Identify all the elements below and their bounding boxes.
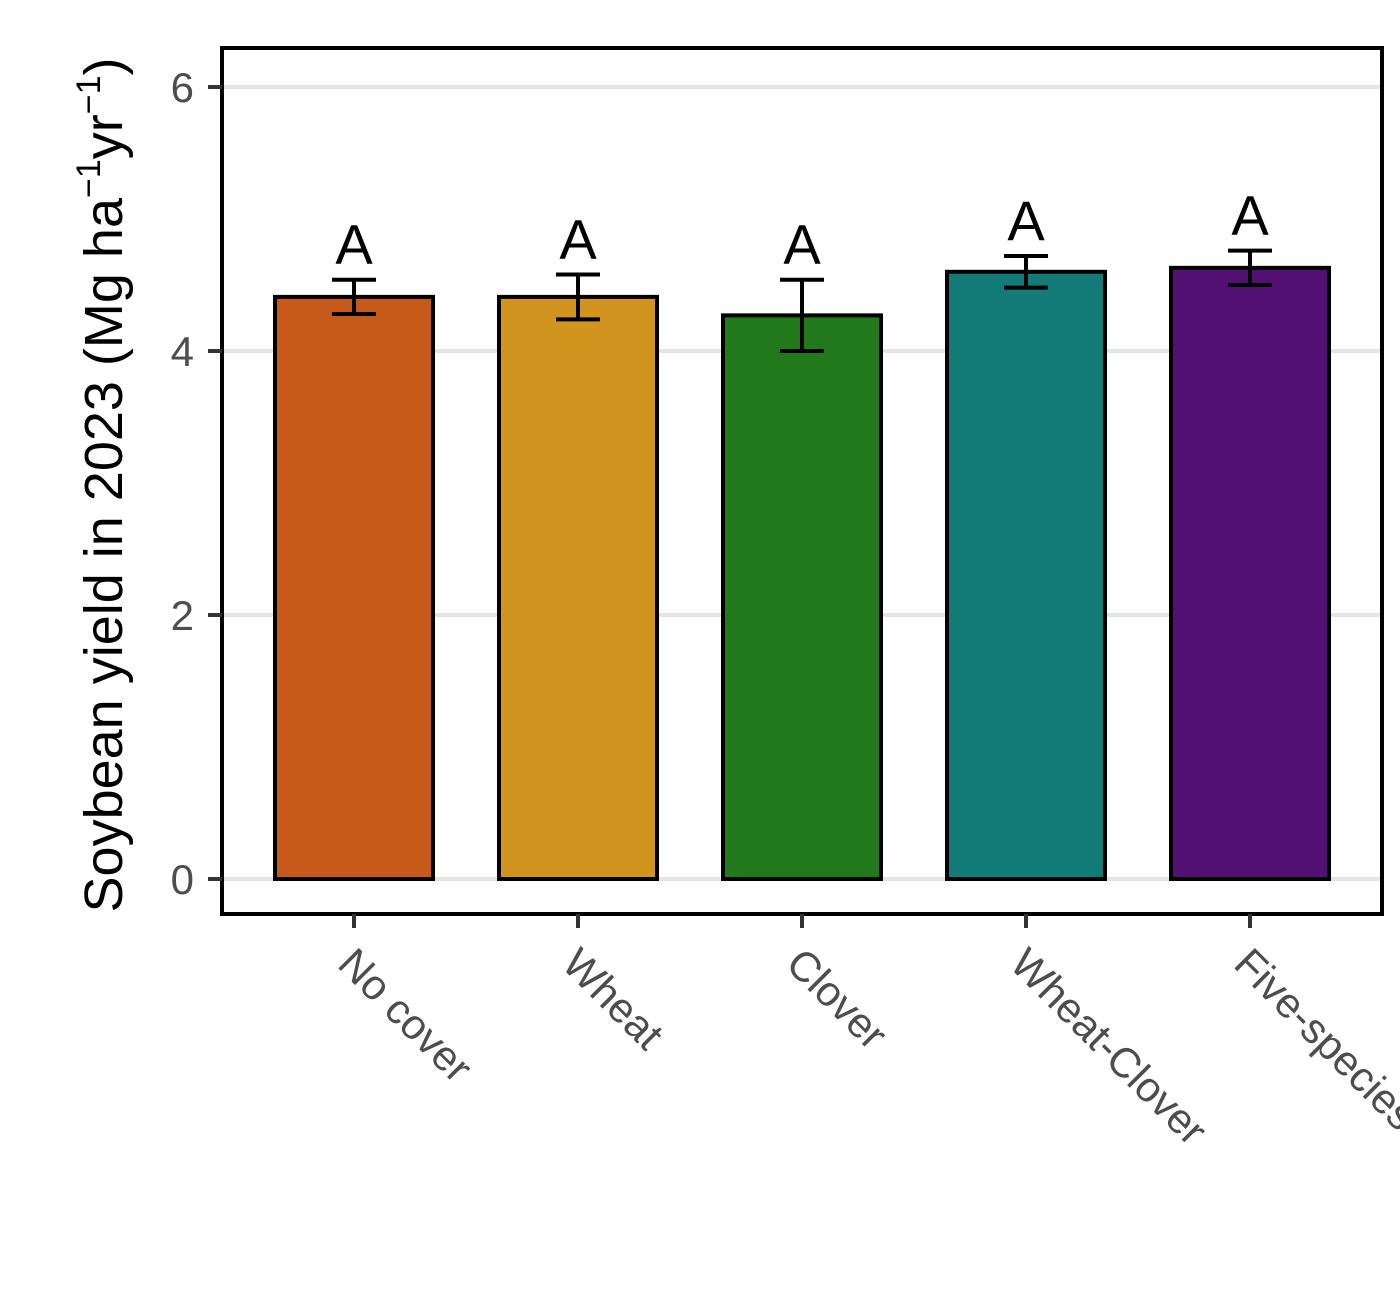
y-axis-title-prefix: Soybean yield in 2023 (Mg ha [74, 197, 134, 912]
y-axis-title-sup1: −1 [70, 159, 108, 198]
y-axis-title: Soybean yield in 2023 (Mg ha−1yr−1) [70, 58, 134, 913]
significance-letter-five-species-mix: A [1231, 184, 1269, 247]
x-axis-labels: No cover Wheat Clover Wheat-Clover Five-spec… [330, 914, 1400, 1194]
y-tick-label-4: 4 [171, 328, 194, 375]
y-axis-ticks: 0 2 4 6 [171, 64, 222, 903]
bar-no-cover [273, 294, 435, 881]
error-bars [332, 248, 1272, 353]
error-bar-wheat-clover [1004, 253, 1048, 290]
bars [273, 265, 1331, 881]
bar-clover [721, 313, 883, 881]
bar-five-species-mix [1169, 265, 1331, 881]
y-tick-label-2: 2 [171, 592, 194, 639]
y-axis-title-sup2: −1 [70, 75, 108, 114]
x-tick-label-clover: Clover [778, 939, 897, 1058]
y-tick-label-6: 6 [171, 64, 194, 111]
x-tick-label-five-species-mix: Five-species mix [1226, 939, 1400, 1193]
error-bar-wheat [556, 272, 600, 322]
bar-wheat-clover [945, 269, 1107, 881]
y-axis-title-mid: yr [74, 114, 134, 159]
x-tick-label-no-cover: No cover [330, 939, 482, 1091]
x-tick-label-wheat: Wheat [554, 939, 673, 1058]
y-axis-title-suffix: ) [74, 58, 134, 76]
bar-wheat [497, 294, 659, 881]
significance-letter-no-cover: A [335, 213, 373, 276]
x-tick-label-wheat-clover: Wheat-Clover [1002, 939, 1217, 1154]
significance-letter-wheat: A [559, 207, 597, 270]
error-bar-clover [780, 277, 824, 353]
error-bar-no-cover [332, 277, 376, 317]
y-tick-label-0: 0 [171, 856, 194, 903]
significance-letter-wheat-clover: A [1007, 189, 1045, 252]
error-bar-five-species-mix [1228, 248, 1272, 287]
significance-letter-clover: A [783, 213, 821, 276]
